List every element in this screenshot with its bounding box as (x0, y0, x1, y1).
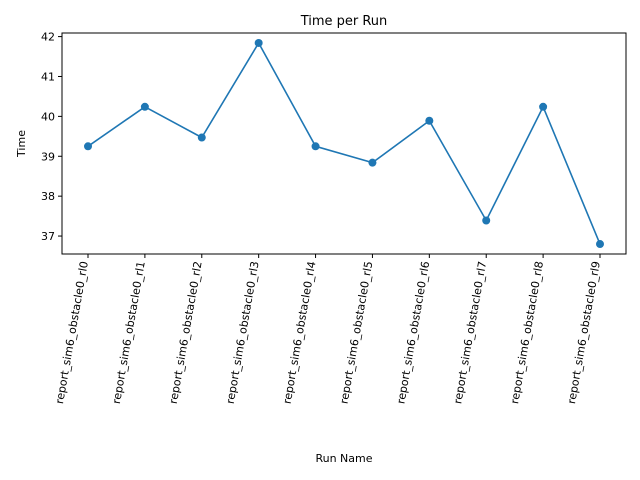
data-point (140, 102, 149, 111)
data-point (368, 158, 377, 167)
x-axis: report_sim6_obstacle0_rl0 report_sim6_obs… (53, 254, 603, 405)
x-axis-label: Run Name (315, 452, 372, 465)
y-tick-label: 38 (41, 190, 55, 203)
x-tick-label: report_sim6_obstacle0_rl2 (167, 260, 205, 405)
x-tick-label: report_sim6_obstacle0_rl9 (565, 260, 603, 405)
x-tick-label: report_sim6_obstacle0_rl1 (110, 260, 148, 405)
data-point (84, 142, 92, 151)
x-tick-label: report_sim6_obstacle0_rl3 (224, 260, 262, 405)
data-point (539, 102, 548, 111)
y-tick-label: 37 (41, 230, 55, 243)
data-point (311, 142, 320, 151)
x-tick-label: report_sim6_obstacle0_rl8 (508, 260, 546, 405)
x-tick-label: report_sim6_obstacle0_rl4 (281, 260, 319, 405)
y-tick-label: 40 (41, 110, 55, 123)
x-tick-label: report_sim6_obstacle0_rl7 (451, 260, 489, 405)
data-point (425, 116, 434, 125)
y-tick-label: 39 (41, 150, 55, 163)
y-tick-label: 42 (41, 31, 55, 44)
data-points (84, 38, 604, 249)
data-point (596, 240, 604, 249)
y-axis: 37 38 39 40 41 42 (41, 31, 62, 243)
data-point (254, 38, 263, 47)
series-line (87, 41, 601, 245)
y-tick-label: 41 (41, 70, 55, 83)
x-tick-label: report_sim6_obstacle0_rl0 (53, 260, 91, 405)
data-point (482, 216, 491, 225)
x-tick-label: report_sim6_obstacle0_rl6 (394, 260, 432, 405)
chart-title: Time per Run (300, 14, 388, 29)
data-point (197, 133, 206, 142)
x-tick-label: report_sim6_obstacle0_rl5 (337, 260, 375, 405)
plot-frame (61, 32, 627, 255)
y-axis-label: Time (15, 130, 28, 158)
